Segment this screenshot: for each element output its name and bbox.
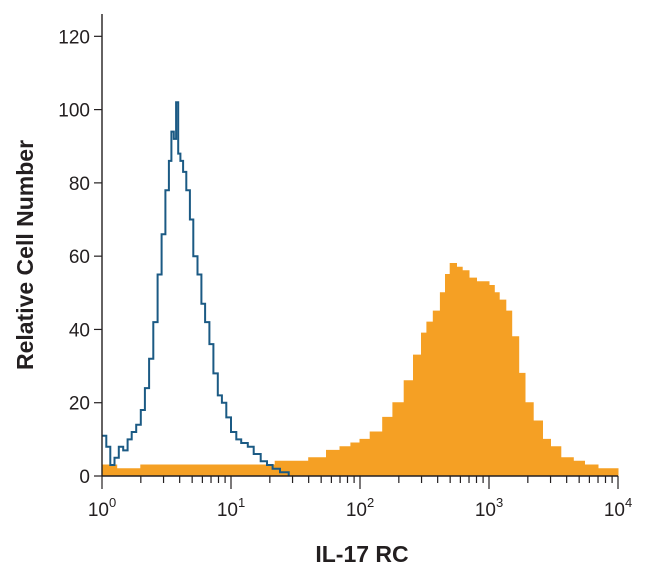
y-tick-label: 20 <box>69 394 90 415</box>
y-tick-label: 120 <box>58 27 90 48</box>
x-ticks: 100 101 102 103 104 <box>88 476 632 521</box>
x-tick-label: 102 <box>346 495 374 521</box>
isotype-histogram-outline <box>102 101 290 476</box>
y-ticks: 0 20 40 60 80 100 120 <box>58 27 102 488</box>
x-axis-title: IL-17 RC <box>315 541 408 567</box>
isotype-histogram-layer <box>102 101 290 476</box>
y-tick-label: 100 <box>58 101 90 122</box>
x-tick-label: 100 <box>88 495 116 521</box>
x-tick-label: 104 <box>604 495 632 521</box>
x-tick-label: 101 <box>217 495 245 521</box>
axes <box>101 14 618 477</box>
y-tick-label: 60 <box>69 247 90 268</box>
y-tick-label: 0 <box>79 467 90 488</box>
antibody-histogram-layer <box>101 263 619 477</box>
antibody-histogram-area <box>101 263 619 477</box>
y-tick-label: 80 <box>69 174 90 195</box>
y-tick-label: 40 <box>69 320 90 341</box>
x-tick-label: 103 <box>475 495 503 521</box>
y-axis-title: Relative Cell Number <box>12 140 38 370</box>
